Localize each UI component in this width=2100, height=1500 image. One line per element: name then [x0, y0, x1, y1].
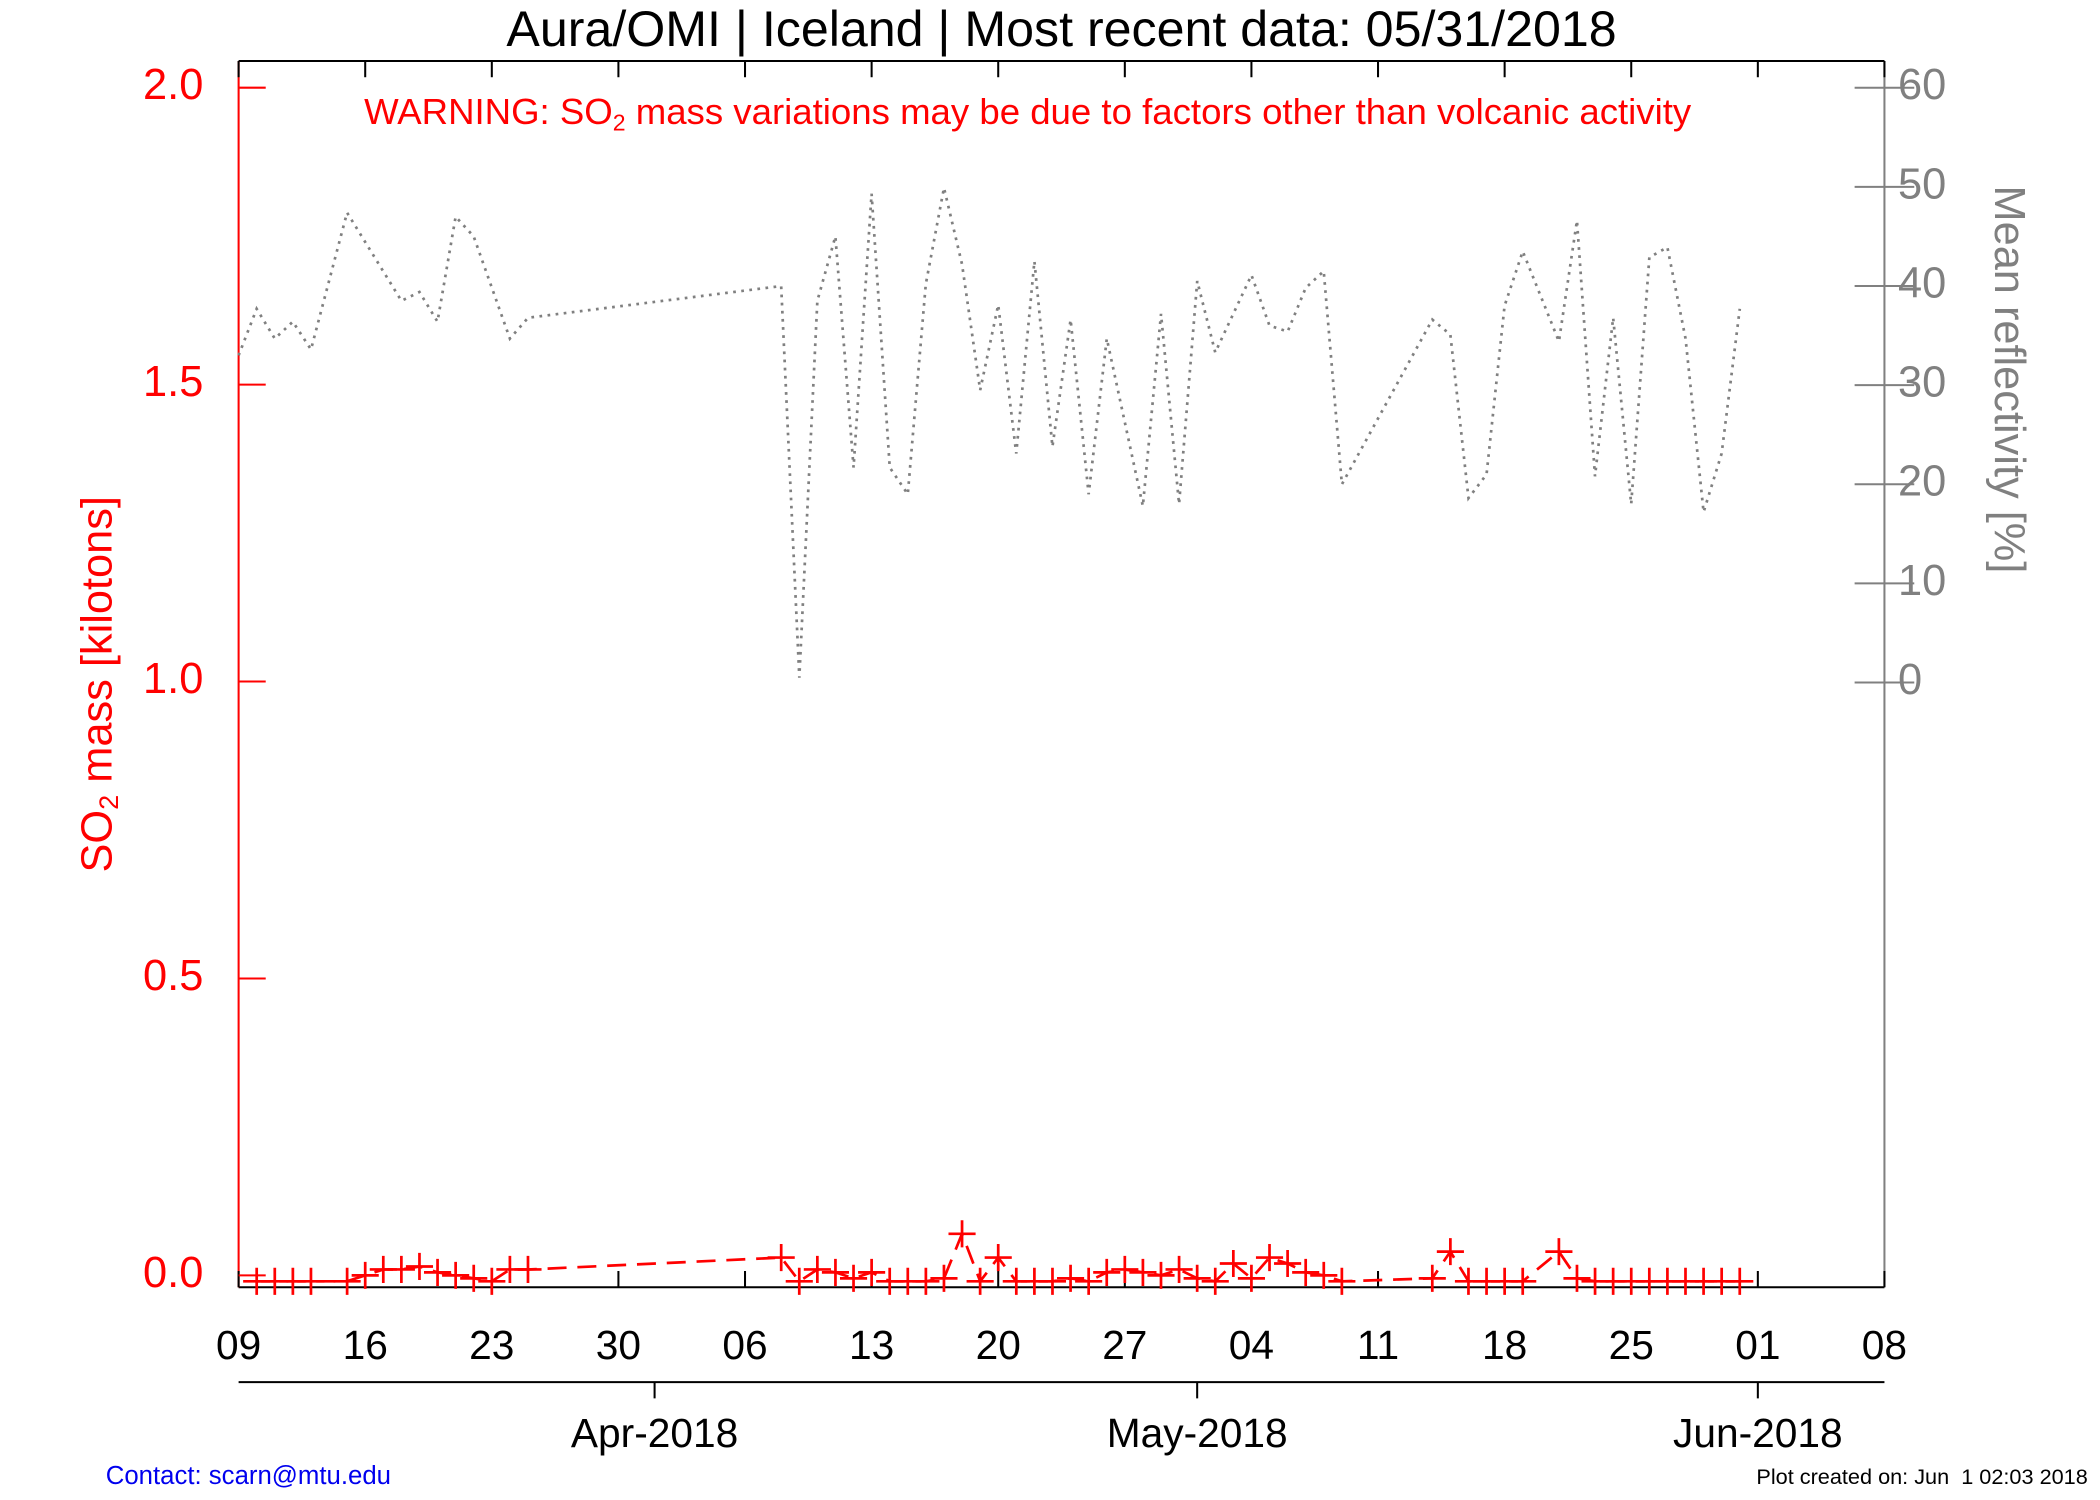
- chart-title: Aura/OMI | Iceland | Most recent data: 0…: [506, 1, 1616, 57]
- point-marker: [858, 1258, 886, 1286]
- point-marker: [1563, 1264, 1591, 1292]
- x-tick-label: 16: [343, 1322, 388, 1368]
- point-marker: [1219, 1249, 1247, 1278]
- point-marker: [1328, 1267, 1356, 1295]
- x-tick-label: 13: [849, 1322, 894, 1368]
- month-tick-label: Apr-2018: [571, 1410, 738, 1456]
- y-axis-title-subscript: 2: [93, 795, 124, 810]
- point-marker: [1726, 1267, 1754, 1295]
- y2-tick-label: 40: [1898, 259, 1946, 307]
- warning-subscript: 2: [613, 110, 626, 136]
- point-marker: [1509, 1267, 1537, 1295]
- x-tick-label: 01: [1735, 1322, 1780, 1368]
- point-marker: [351, 1261, 379, 1289]
- x-tick-label: 25: [1609, 1322, 1654, 1368]
- point-marker: [839, 1264, 868, 1292]
- point-marker: [460, 1264, 488, 1292]
- point-marker: [1274, 1249, 1302, 1278]
- point-marker: [767, 1244, 795, 1272]
- y-axis-title-text: mass [kilotons]: [74, 496, 122, 795]
- y-axis-title: SO2 mass [kilotons]: [74, 496, 125, 872]
- point-marker: [1255, 1244, 1284, 1272]
- point-marker: [1093, 1258, 1121, 1286]
- contact[interactable]: Contact: scarn@mtu.edu: [106, 1462, 391, 1490]
- point-marker: [1075, 1267, 1103, 1295]
- y-tick-label: 0.5: [143, 952, 203, 1000]
- point-marker: [514, 1255, 542, 1283]
- y2-axis-title: Mean reflectivity [%]: [1985, 185, 2033, 573]
- y-tick-label: 0.0: [143, 1249, 203, 1297]
- point-marker: [930, 1264, 958, 1292]
- point-marker: [1165, 1255, 1193, 1283]
- point-marker: [1201, 1267, 1229, 1295]
- y2-tick-label: 10: [1898, 557, 1946, 605]
- point-marker: [1237, 1264, 1265, 1292]
- point-marker: [423, 1258, 452, 1286]
- x-tick-label: 09: [216, 1322, 261, 1368]
- x-tick-label: 30: [596, 1322, 641, 1368]
- point-marker: [442, 1261, 470, 1289]
- x-tick-label: 06: [722, 1322, 767, 1368]
- x-tick-label: 27: [1102, 1322, 1147, 1368]
- y-tick-label: 1.0: [143, 655, 203, 703]
- point-marker: [1183, 1264, 1211, 1292]
- point-marker: [803, 1255, 831, 1283]
- point-marker: [821, 1258, 850, 1286]
- point-marker: [333, 1267, 361, 1295]
- point-marker: [1436, 1238, 1464, 1266]
- y2-tick-label: 60: [1898, 61, 1946, 109]
- series-line: [256, 1230, 1740, 1285]
- point-marker: [912, 1267, 940, 1295]
- x-tick-label: 11: [1357, 1322, 1399, 1368]
- point-marker: [1418, 1264, 1446, 1292]
- month-tick-label: Jun-2018: [1673, 1410, 1843, 1456]
- point-marker: [1147, 1261, 1175, 1289]
- month-tick-label: May-2018: [1107, 1410, 1288, 1456]
- y-tick-label: 1.5: [143, 358, 203, 406]
- created-note: Plot created on: Jun 1 02:03 2018: [1756, 1464, 2087, 1489]
- point-marker: [1129, 1258, 1157, 1286]
- y2-tick-label: 30: [1898, 359, 1946, 407]
- point-marker: [405, 1252, 434, 1281]
- point-marker: [297, 1267, 325, 1295]
- y2-tick-label: 20: [1898, 458, 1946, 506]
- point-marker: [948, 1220, 976, 1248]
- point-marker: [1111, 1255, 1139, 1283]
- warning-text: mass variations may be due to factors ot…: [626, 90, 1692, 131]
- point-marker: [387, 1255, 415, 1283]
- x-tick-label: 18: [1482, 1322, 1527, 1368]
- y2-tick-label: 50: [1898, 160, 1946, 208]
- point-marker: [478, 1267, 506, 1295]
- x-tick-label: 08: [1862, 1322, 1907, 1368]
- point-marker: [785, 1267, 813, 1295]
- point-marker: [1057, 1264, 1085, 1292]
- y2-tick-label: 0: [1898, 656, 1922, 704]
- warning: WARNING: SO2 mass variations may be due …: [364, 90, 1692, 135]
- point-marker: [966, 1267, 994, 1295]
- x-tick-label: 23: [469, 1322, 514, 1368]
- y-axis-title-text: SO: [74, 810, 122, 873]
- point-marker: [1038, 1267, 1067, 1295]
- x-tick-label: 04: [1229, 1322, 1274, 1368]
- point-marker: [1292, 1258, 1320, 1286]
- series-line: [237, 187, 1742, 678]
- point-marker: [1310, 1261, 1338, 1289]
- y-tick-label: 2.0: [143, 61, 203, 109]
- point-marker: [1545, 1238, 1573, 1266]
- warning-text: WARNING: SO: [364, 90, 613, 131]
- x-tick-label: 20: [976, 1322, 1021, 1368]
- point-marker: [984, 1244, 1012, 1272]
